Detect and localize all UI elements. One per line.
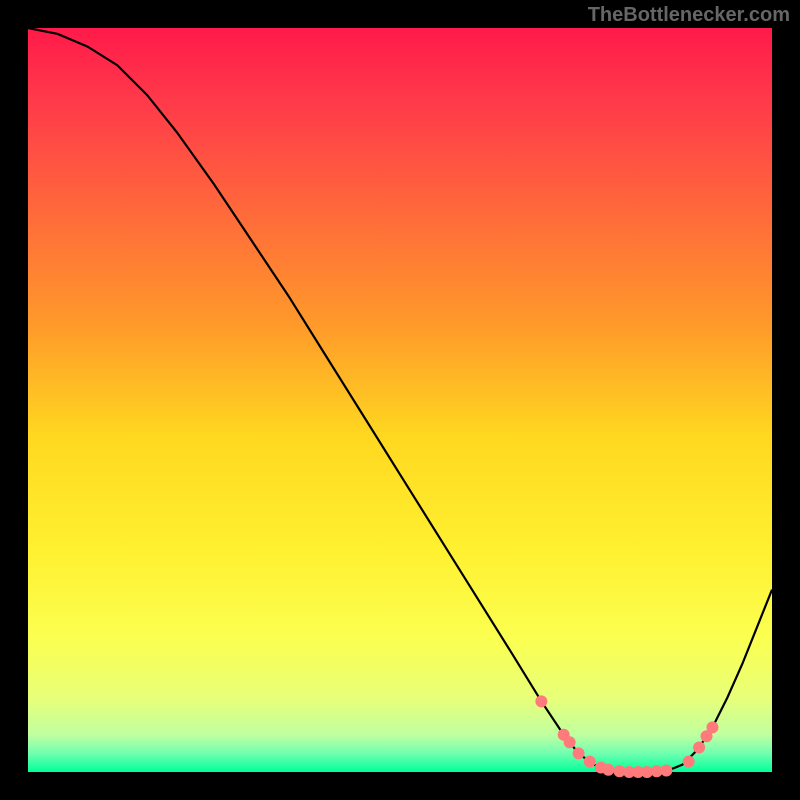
data-marker <box>564 737 575 748</box>
chart-svg <box>0 0 800 800</box>
data-marker <box>603 764 614 775</box>
data-marker <box>694 742 705 753</box>
data-marker <box>573 748 584 759</box>
data-marker <box>536 696 547 707</box>
data-marker <box>584 756 595 767</box>
chart-container: TheBottlenecker.com <box>0 0 800 800</box>
data-marker <box>661 765 672 776</box>
data-marker <box>707 722 718 733</box>
data-marker <box>683 756 694 767</box>
attribution-text: TheBottlenecker.com <box>588 4 790 27</box>
plot-background <box>28 28 772 772</box>
